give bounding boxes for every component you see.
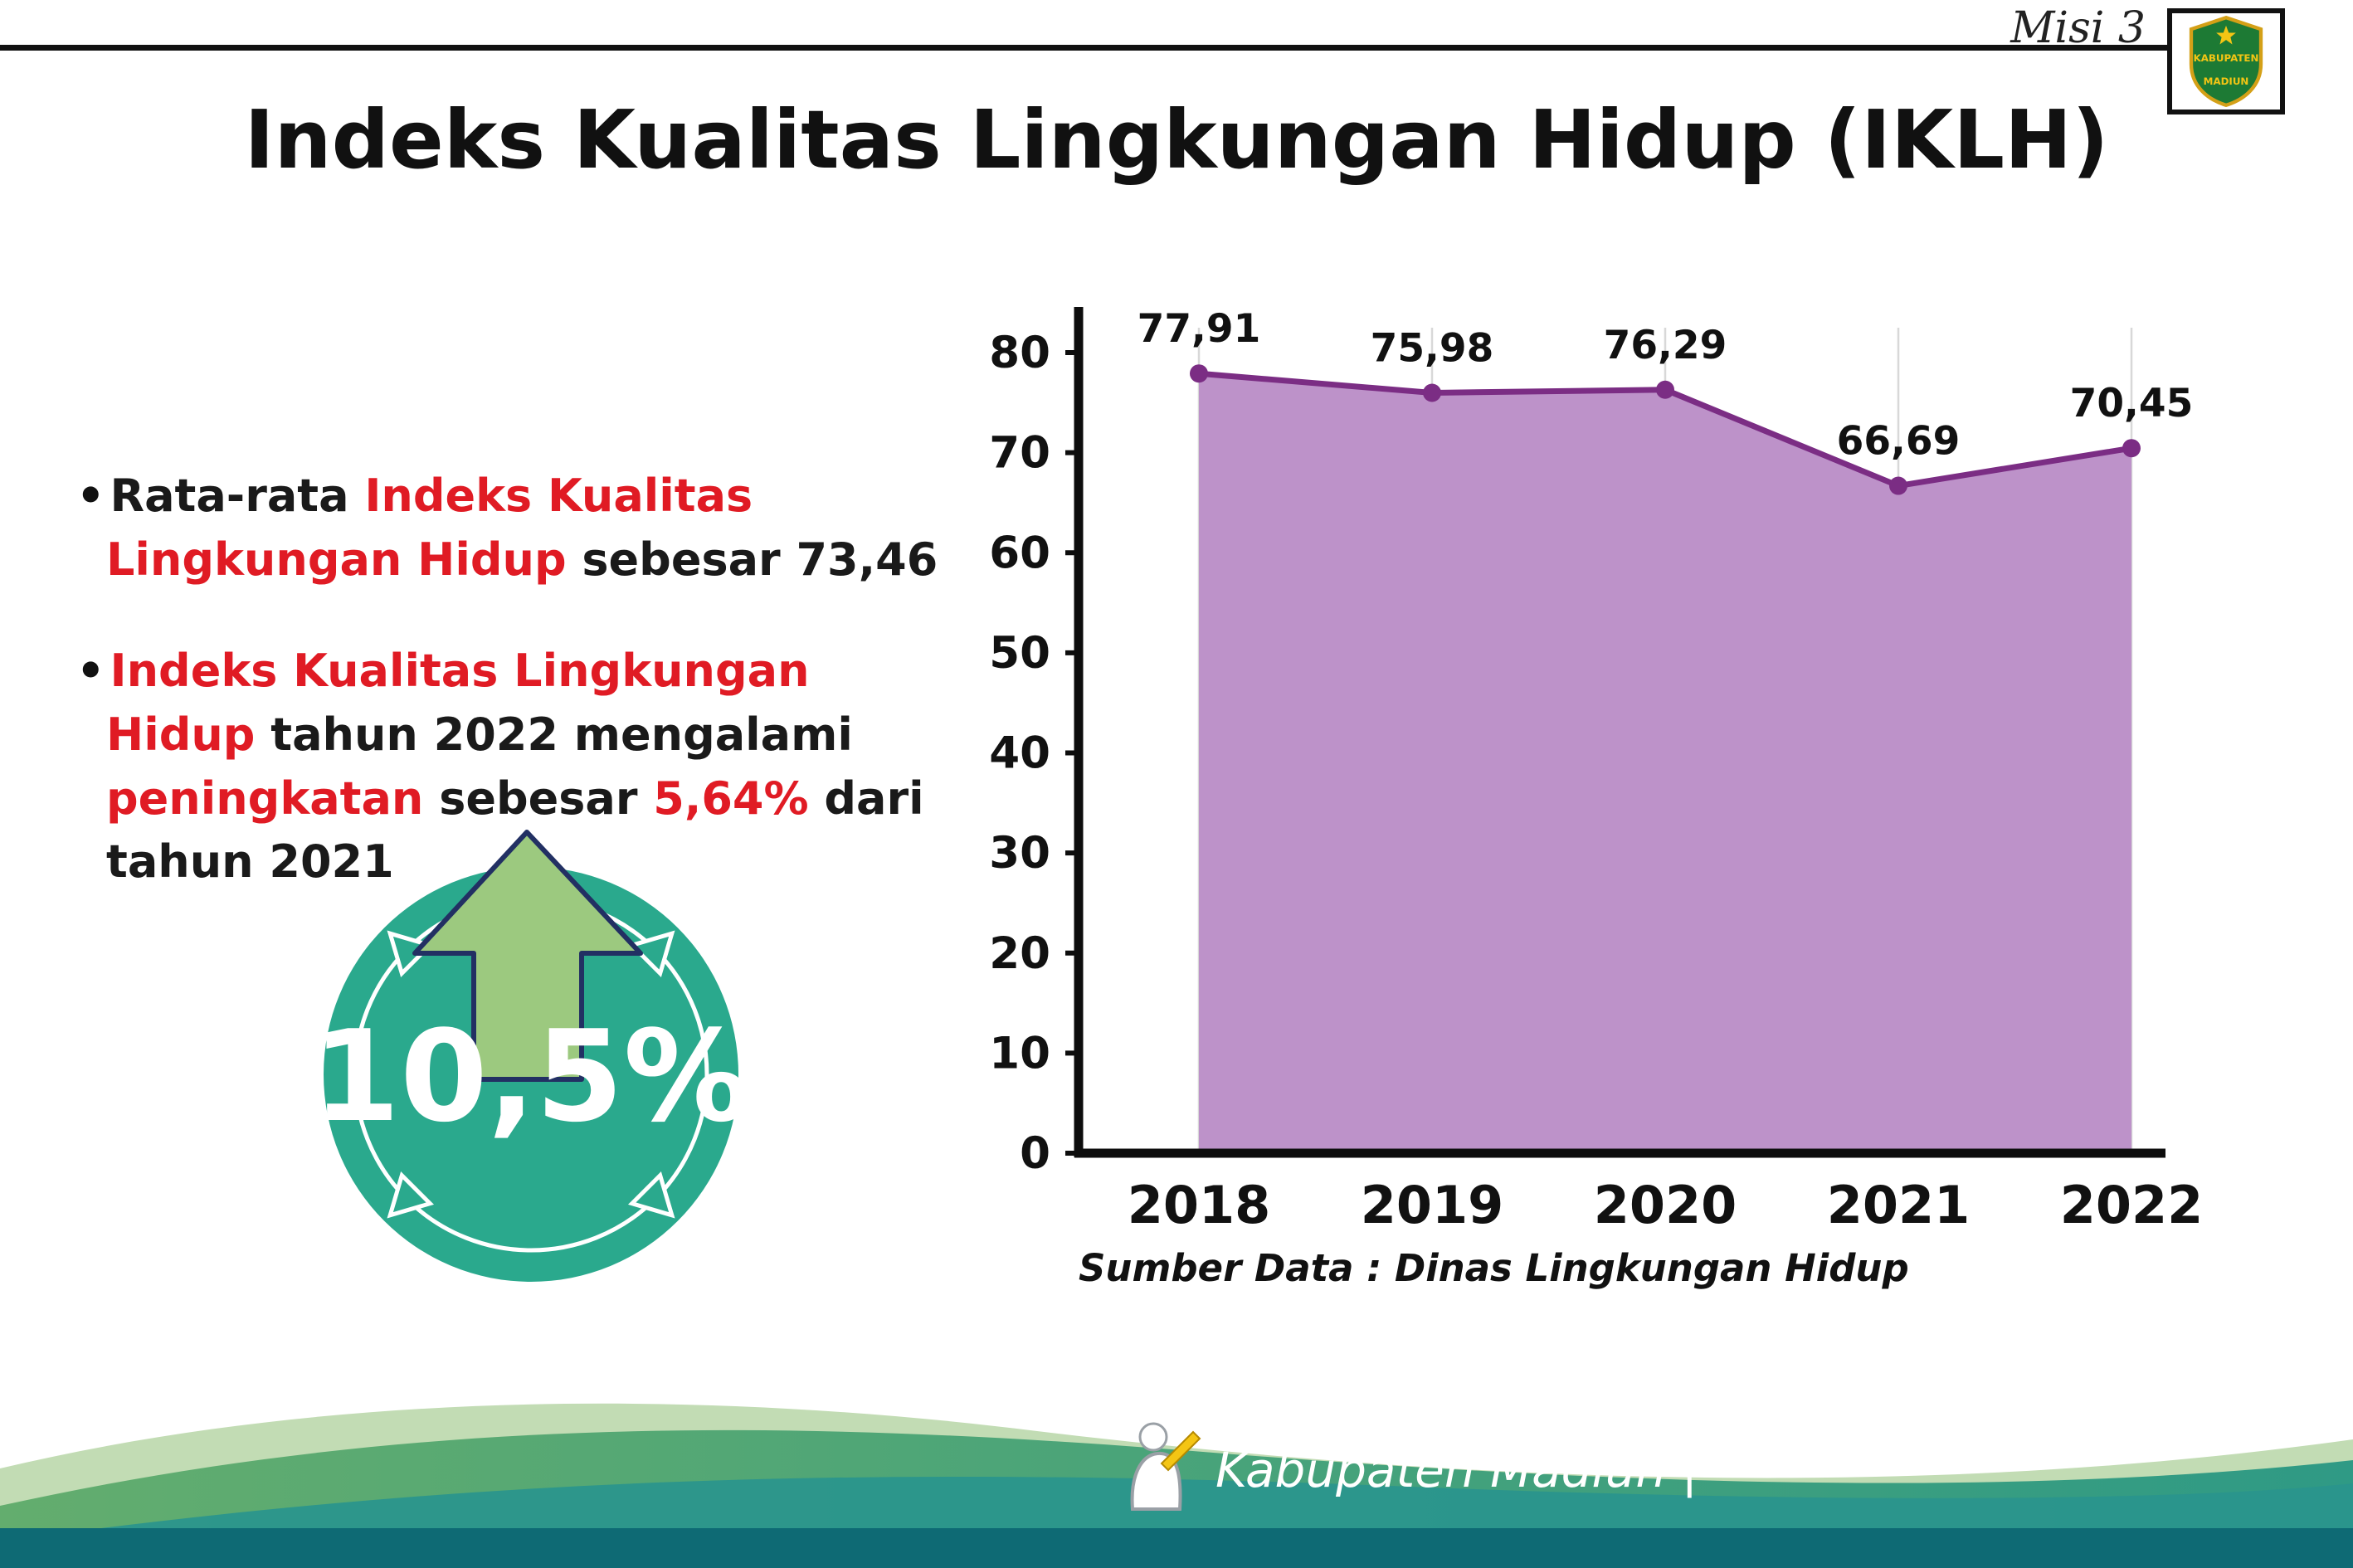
iklh-chart: 77,91 75,98 76,29 66,69 70,45 0 10 20 30 40 50 60 70… (989, 306, 2204, 1235)
logo-bottom-text: MADIUN (2204, 75, 2249, 87)
data-point (1190, 364, 1208, 383)
footer-band (0, 1528, 2353, 1568)
y-tick-label: 60 (989, 528, 1050, 578)
ring-triangles (387, 930, 675, 1219)
bullet-text-segment: peningkatan (106, 772, 424, 825)
x-tick-label: 2018 (1128, 1175, 1271, 1235)
x-tick-label: 2020 (1594, 1175, 1737, 1235)
writer-head (1138, 1422, 1168, 1452)
up-arrow-icon (412, 830, 643, 1082)
header-rule (0, 45, 2167, 51)
bullet-item: • Rata-rata Indeks Kualitas Lingkungan Hi… (76, 465, 972, 592)
bullet-text-segment: 5,64% (653, 772, 809, 825)
bullet-text-segment: Indeks Kualitas Lingkungan Hidup (106, 470, 753, 586)
data-point (1423, 383, 1441, 402)
bullet-item: • Indeks Kualitas Lingkungan Hidup tahun … (76, 640, 972, 894)
data-point (2122, 439, 2141, 458)
value-label: 66,69 (1837, 419, 1961, 465)
triangle-icon (627, 1171, 675, 1219)
value-label: 77,91 (1138, 306, 1261, 352)
bullet-dot: • (76, 470, 105, 522)
bullet-text-segment: dari tahun 2021 (106, 772, 924, 889)
y-tick-label: 10 (989, 1028, 1050, 1079)
page-title: Indeks Kualitas Lingkungan Hidup (IKLH) (244, 93, 2109, 187)
y-tick-label: 20 (989, 928, 1050, 979)
bullet-text-segment: sebesar (423, 772, 654, 825)
bullet-text-segment: tahun 2022 mengalami (255, 709, 853, 762)
increase-badge: 10,5% (312, 830, 750, 1282)
bullet-text-segment: Indeks Kualitas Lingkungan Hidup (106, 645, 810, 762)
badge-value: 10,5% (312, 1003, 749, 1150)
footer-credit: Media Infografis Data Statistik Sektoral… (1215, 1385, 2159, 1498)
value-label: 76,29 (1604, 323, 1727, 368)
triangle-icon (387, 930, 435, 978)
logo-top-text: KABUPATEN (2194, 52, 2259, 64)
data-point (1889, 476, 1907, 495)
bullet-list: • Rata-rata Indeks Kualitas Lingkungan Hi… (76, 465, 972, 942)
chart-source: Sumber Data : Dinas Lingkungan Hidup (1079, 1246, 1909, 1290)
pencil-icon (1160, 1430, 1201, 1472)
x-tick-label: 2022 (2060, 1175, 2204, 1235)
data-point (1656, 380, 1674, 399)
bullet-text-segment: sebesar 73,46 (566, 533, 938, 586)
y-tick-label: 50 (989, 628, 1050, 679)
misi-label: Misi 3 (2010, 3, 2146, 53)
bullet-text-segment: Rata-rata (110, 470, 365, 522)
x-tick-label: 2021 (1827, 1175, 1971, 1235)
area-fill (1199, 373, 2131, 1153)
star-icon (2216, 25, 2236, 45)
triangle-icon (627, 930, 675, 978)
value-label: 70,45 (2070, 381, 2194, 426)
bullet-dot: • (76, 645, 105, 698)
y-tick-label: 0 (1020, 1128, 1050, 1179)
y-tick-label: 30 (989, 828, 1050, 879)
y-tick-label: 40 (989, 728, 1050, 779)
kabupaten-madiun-logo: KABUPATEN MADIUN (2167, 8, 2285, 114)
writer-logo-icon (1130, 1422, 1201, 1511)
crest-icon: KABUPATEN MADIUN (2189, 15, 2263, 108)
value-label: 75,98 (1371, 325, 1494, 371)
triangle-icon (387, 1171, 435, 1219)
x-tick-label: 2019 (1361, 1175, 1504, 1235)
y-tick-label: 70 (989, 428, 1050, 479)
y-tick-label: 80 (989, 328, 1050, 378)
shield-shape (2189, 15, 2263, 108)
